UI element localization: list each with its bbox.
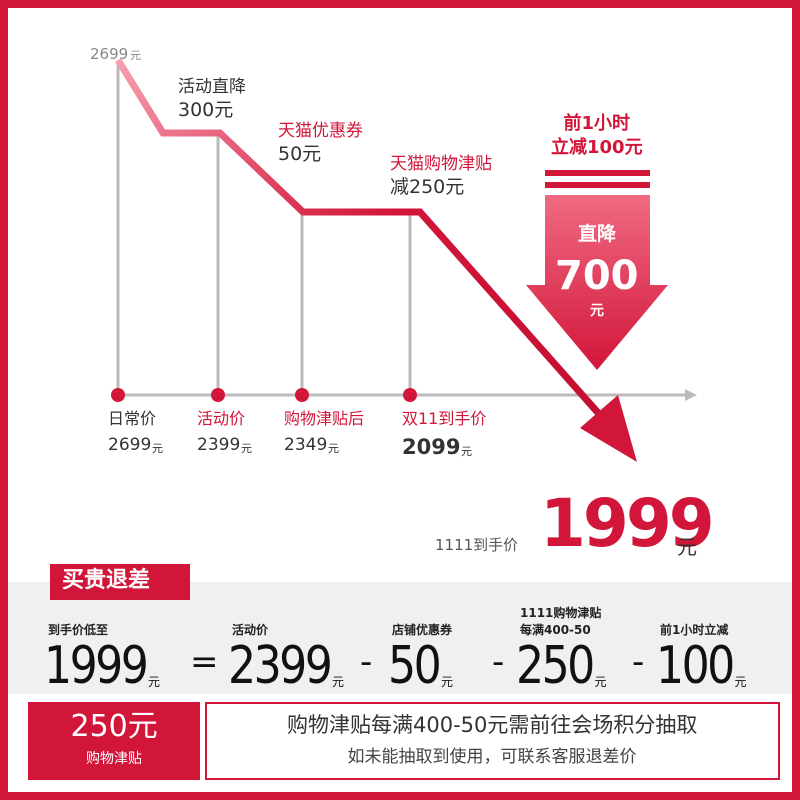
axis-unit: 元 (152, 442, 163, 455)
footer-box (205, 702, 780, 780)
step-title: 活动直降 (178, 77, 246, 97)
eq-label: 到手价低至 (48, 623, 109, 637)
step-amount: 减250元 (390, 176, 465, 198)
eq-label: 前1小时立减 (660, 623, 729, 637)
eq-operator: - (632, 642, 645, 682)
axis-unit: 元 (461, 445, 472, 458)
axis-price: 2399 (197, 435, 241, 455)
eq-label: 活动价 (232, 623, 269, 637)
eq-operator: - (360, 642, 373, 682)
axis-unit: 元 (328, 442, 339, 455)
axis-dots (111, 388, 417, 402)
eq-value: 50 (388, 636, 442, 696)
eq-value: 2399 (228, 636, 333, 696)
final-price: 1999 (540, 485, 715, 562)
eq-label: 店铺优惠券 (392, 623, 453, 637)
axis-price: 2099 (402, 435, 461, 459)
eq-unit: 元 (594, 675, 607, 689)
axis-arrow (685, 389, 697, 401)
arrow-line1: 前1小时 (563, 113, 631, 134)
final-label: 1111到手价 (435, 536, 519, 554)
arrow-line2: 立减100元 (551, 137, 643, 158)
arrow-value: 700 (555, 253, 639, 299)
eq-unit: 元 (734, 675, 747, 689)
eq-unit: 元 (441, 675, 454, 689)
eq-label: 1111购物津贴 (520, 606, 602, 620)
axis-label: 活动价 (197, 409, 246, 428)
eq-operator: = (190, 642, 219, 682)
step-amount: 300元 (178, 99, 234, 121)
eq-value: 100 (656, 636, 735, 696)
footer-line2: 如未能抽取到使用，可联系客服退差价 (347, 747, 637, 767)
axis-unit: 元 (241, 442, 252, 455)
eq-unit: 元 (148, 675, 161, 689)
eq-value: 250 (516, 636, 595, 696)
badge-value: 250元 (70, 709, 158, 744)
axis-label: 购物津贴后 (284, 409, 365, 428)
price-line (115, 58, 603, 418)
eq-value: 1999 (44, 636, 149, 696)
top-price: 2699 (90, 45, 129, 63)
eq-unit: 元 (332, 675, 345, 689)
stripe (545, 182, 650, 188)
axis-price: 2699 (108, 435, 152, 455)
arrow-title: 直降 (578, 223, 617, 245)
stripe (545, 170, 650, 176)
eq-operator: - (492, 642, 505, 682)
vertical-lines (116, 62, 412, 395)
big-arrow (526, 195, 668, 370)
step-amount: 50元 (278, 143, 322, 165)
top-price-unit: 元 (130, 49, 141, 62)
section-title: 买贵退差 (62, 568, 151, 593)
arrow-unit: 元 (590, 303, 604, 319)
price-arrowhead (580, 395, 637, 462)
axis-label: 双11到手价 (402, 409, 487, 428)
eq-label: 每满400-50 (520, 623, 591, 637)
final-unit: 元 (677, 535, 697, 559)
step-title: 天猫购物津贴 (390, 154, 492, 174)
section-tab (50, 564, 190, 600)
step-title: 天猫优惠券 (278, 121, 363, 141)
footer-badge (28, 702, 200, 780)
footer-line1: 购物津贴每满400-50元需前往会场积分抽取 (287, 713, 698, 737)
equation-bg (8, 582, 792, 694)
axis-price: 2349 (284, 435, 328, 455)
badge-label: 购物津贴 (86, 751, 142, 767)
axis-label: 日常价 (108, 409, 157, 428)
